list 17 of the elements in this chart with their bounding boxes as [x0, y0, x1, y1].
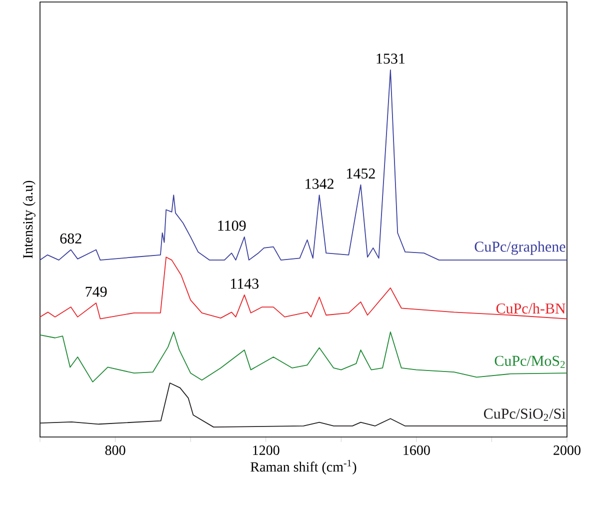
series-label: CuPc/SiO$_{2}$/Si	[484, 408, 566, 421]
series-label: CuPc/h-BN	[496, 303, 566, 314]
annotation: 749	[86, 286, 107, 297]
x-tick-label: 1200	[253, 446, 280, 455]
x-axis-title: Raman shift (cm$^{-1}$)	[250, 460, 356, 475]
x-tick-label: 2000	[554, 446, 580, 455]
annotation: 682	[60, 233, 82, 244]
series-label: CuPc/MoS$_{2}$	[494, 356, 565, 368]
annotation: 1109	[218, 220, 246, 231]
annotation: 1143	[231, 278, 259, 289]
annotation: 1531	[376, 54, 405, 64]
x-tick-label: 1600	[404, 446, 430, 455]
x-tick-label: 800	[105, 446, 126, 455]
series-label: CuPc/graphene	[474, 241, 566, 255]
annotation: 1342	[306, 178, 334, 189]
annotation: 1452	[347, 168, 375, 179]
y-axis-title: Intensity (a.u)	[22, 180, 36, 258]
